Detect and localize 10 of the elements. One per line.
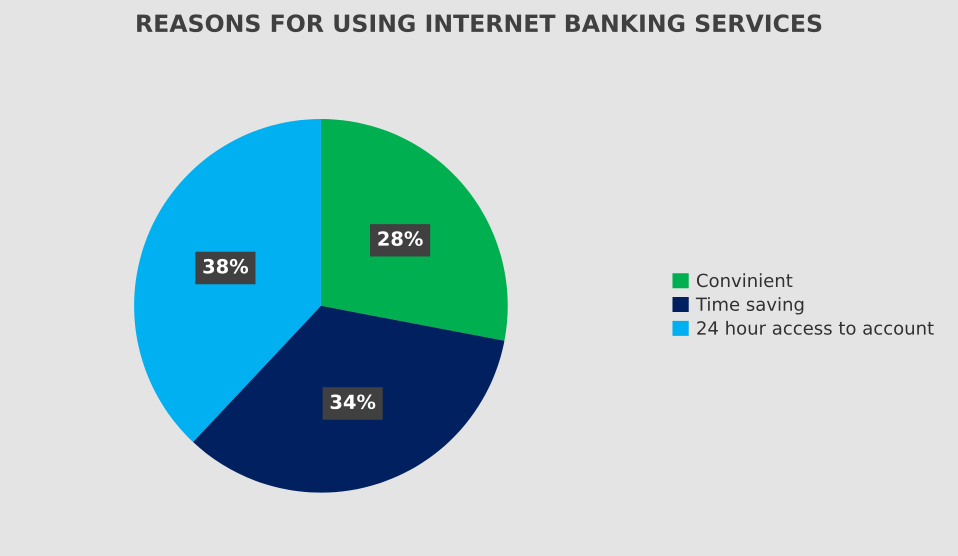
- pie-slice: [134, 118, 321, 442]
- legend-label: Convinient: [696, 273, 792, 288]
- chart-title: REASONS FOR USING INTERNET BANKING SERVICES: [137, 14, 822, 32]
- legend-label: Time saving: [696, 297, 804, 315]
- data-label: 38%: [203, 258, 248, 274]
- data-label: 34%: [330, 394, 376, 410]
- pie-slice: [193, 306, 504, 493]
- pie-slice: [320, 118, 508, 341]
- legend-label: 24 hour access to account: [697, 320, 934, 335]
- data-label: 28%: [378, 231, 423, 246]
